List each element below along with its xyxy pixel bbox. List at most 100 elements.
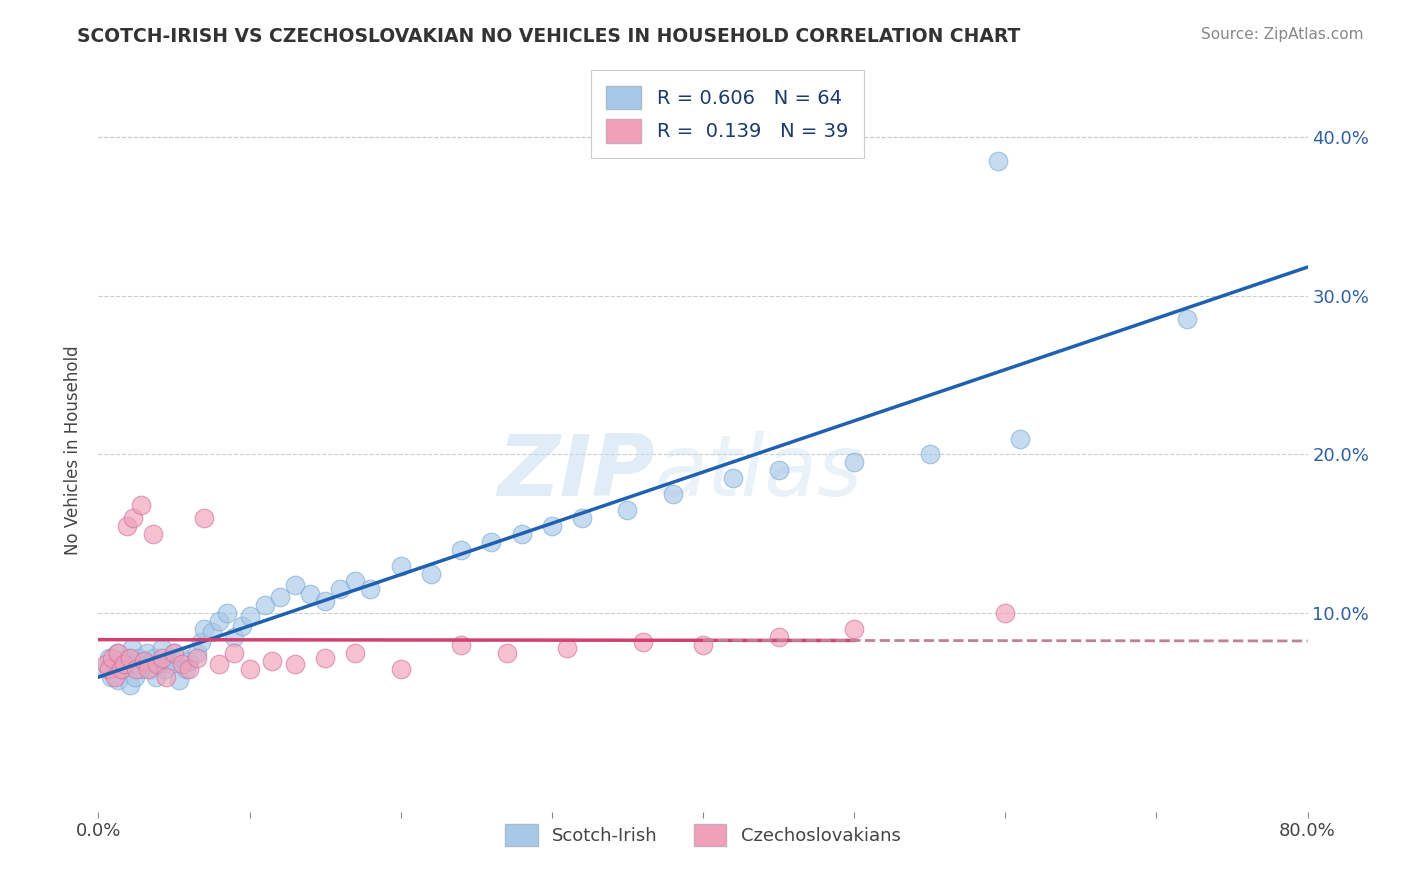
Point <box>631 635 654 649</box>
Point <box>136 662 159 676</box>
Point <box>262 654 284 668</box>
Point <box>100 670 122 684</box>
Point <box>186 646 208 660</box>
Point <box>128 650 150 665</box>
Point <box>208 614 231 628</box>
Point <box>124 670 146 684</box>
Point <box>146 657 169 671</box>
Point <box>125 662 148 676</box>
Point <box>145 670 167 684</box>
Point <box>389 558 412 573</box>
Point <box>98 662 121 676</box>
Point <box>121 641 143 656</box>
Point <box>768 463 790 477</box>
Point <box>132 654 155 668</box>
Point <box>571 511 593 525</box>
Point <box>450 638 472 652</box>
Point <box>98 650 121 665</box>
Point <box>208 657 231 671</box>
Point <box>692 638 714 652</box>
Point <box>284 657 307 671</box>
Point <box>163 646 186 660</box>
Point <box>768 630 790 644</box>
Point <box>170 650 193 665</box>
Point <box>136 657 159 671</box>
Point <box>344 574 367 589</box>
Point <box>163 646 186 660</box>
Point <box>118 650 141 665</box>
Point <box>616 503 638 517</box>
Point <box>844 455 866 469</box>
Point <box>299 587 322 601</box>
Point <box>112 657 135 671</box>
Text: ZIP: ZIP <box>496 431 655 514</box>
Point <box>120 650 142 665</box>
Text: atlas: atlas <box>655 431 863 514</box>
Point <box>115 519 138 533</box>
Point <box>510 526 533 541</box>
Point <box>186 650 208 665</box>
Point <box>918 447 941 461</box>
Point <box>155 670 177 684</box>
Point <box>150 641 173 656</box>
Point <box>156 654 179 668</box>
Point <box>107 673 129 687</box>
Point <box>360 582 382 597</box>
Point <box>153 662 176 676</box>
Point <box>190 635 212 649</box>
Point <box>141 662 163 676</box>
Point <box>314 593 336 607</box>
Point <box>111 662 134 676</box>
Point <box>329 582 352 597</box>
Point <box>122 511 145 525</box>
Y-axis label: No Vehicles in Household: No Vehicles in Household <box>65 345 83 556</box>
Point <box>193 622 215 636</box>
Point <box>174 662 197 676</box>
Point <box>1175 312 1198 326</box>
Text: Source: ZipAtlas.com: Source: ZipAtlas.com <box>1201 27 1364 42</box>
Point <box>481 534 503 549</box>
Point <box>107 646 129 660</box>
Legend: Scotch-Irish, Czechoslovakians: Scotch-Irish, Czechoslovakians <box>498 817 908 854</box>
Point <box>142 526 165 541</box>
Point <box>661 487 683 501</box>
Point <box>723 471 745 485</box>
Point <box>344 646 367 660</box>
Point <box>450 542 472 557</box>
Point <box>101 650 124 665</box>
Point <box>987 153 1010 168</box>
Point <box>224 646 246 660</box>
Point <box>110 654 132 668</box>
Point <box>231 619 253 633</box>
Point <box>148 657 170 671</box>
Point <box>994 606 1017 620</box>
Point <box>239 609 262 624</box>
Point <box>104 670 127 684</box>
Point <box>94 662 117 676</box>
Point <box>143 650 166 665</box>
Point <box>135 646 157 660</box>
Point <box>495 646 517 660</box>
Point <box>125 657 148 671</box>
Point <box>314 650 336 665</box>
Point <box>239 662 262 676</box>
Point <box>844 622 866 636</box>
Point <box>253 599 276 613</box>
Point <box>160 657 183 671</box>
Point <box>179 654 201 668</box>
Point <box>110 662 132 676</box>
Point <box>284 577 307 591</box>
Point <box>103 657 125 671</box>
Point <box>179 662 201 676</box>
Point <box>389 662 412 676</box>
Point <box>94 657 117 671</box>
Point <box>129 662 152 676</box>
Point <box>555 641 578 656</box>
Point <box>193 511 215 525</box>
Point <box>120 678 142 692</box>
Point <box>150 650 173 665</box>
Point <box>215 606 238 620</box>
Text: SCOTCH-IRISH VS CZECHOSLOVAKIAN NO VEHICLES IN HOUSEHOLD CORRELATION CHART: SCOTCH-IRISH VS CZECHOSLOVAKIAN NO VEHIC… <box>77 27 1021 45</box>
Point <box>540 519 562 533</box>
Point <box>167 673 190 687</box>
